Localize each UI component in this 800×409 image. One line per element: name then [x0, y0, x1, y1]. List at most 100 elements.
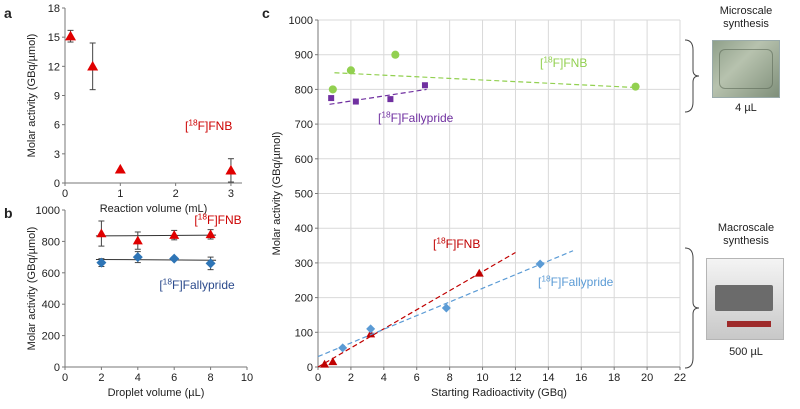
b-y-tick-label-4: 800: [42, 236, 60, 248]
b-point-0-3: [205, 229, 216, 239]
b-fallypride-label: [18F]Fallypride: [159, 276, 235, 292]
c-trend-3: [317, 250, 574, 358]
a-point-3: [225, 164, 237, 175]
a-panel-letter: a: [4, 5, 12, 21]
b-point-1-3: [205, 258, 216, 269]
b-y-tick-label-1: 200: [42, 331, 60, 343]
b-point-0-2: [169, 230, 180, 239]
a-y-label: Molar activity (GBq/µmol): [26, 34, 38, 158]
a-x-tick-label-2: 2: [173, 188, 179, 200]
a-y-tick-label-6: 18: [48, 3, 60, 15]
c-point-1-2: [387, 96, 394, 103]
c-x-label: Starting Radioactivity (GBq): [431, 387, 567, 399]
a-x-tick-label-1: 1: [117, 188, 123, 200]
b-y-tick-label-5: 1000: [36, 205, 60, 217]
c-x-tick-label-6: 12: [509, 372, 521, 384]
b-y-label: Molar activity (GBq/µmol): [26, 227, 38, 351]
b-y-tick-label-2: 400: [42, 299, 60, 311]
a-y-tick-label-5: 15: [48, 32, 60, 44]
a-x-tick-label-3: 3: [228, 188, 234, 200]
b-trend-1: [95, 258, 217, 261]
c-trend-0: [334, 72, 639, 89]
c-point-2-2: [366, 329, 376, 338]
c-point-1-3: [421, 82, 428, 89]
c-point-2-0: [320, 359, 330, 368]
c-point-3-3: [535, 259, 545, 269]
b-x-label: Droplet volume (µL): [108, 387, 205, 399]
a-series-label: [18F]FNB: [185, 117, 232, 133]
c-y-tick-label-4: 400: [295, 223, 313, 235]
c-x-tick-label-5: 10: [476, 372, 488, 384]
c-point-1-1: [352, 98, 359, 105]
b-point-0-1: [132, 235, 143, 245]
b-x-tick-label-2: 4: [135, 372, 141, 384]
a-point-2: [114, 163, 126, 174]
b-y-tick-label-0: 0: [54, 362, 60, 374]
micro-title: Microscale synthesis: [705, 5, 787, 31]
synthesizer-photo: [706, 258, 784, 340]
b-fnb-label: [18F]FNB: [194, 211, 241, 227]
c-fallypride-micro-label: [18F]Fallypride: [378, 109, 454, 125]
b-x-tick-label-0: 0: [62, 372, 68, 384]
micro-brace: [684, 39, 700, 113]
b-x-tick-label-5: 10: [241, 372, 253, 384]
micro-title-line1: Microscale: [719, 5, 773, 17]
c-y-tick-label-8: 800: [295, 84, 313, 96]
a-x-tick-label-0: 0: [62, 188, 68, 200]
c-point-0-0: [328, 85, 337, 94]
panel-c: 0 100 200 300 400 500 600 700 800 900 1000 0 2 4 6 8 10 1…: [262, 5, 686, 399]
macro-volume: 500 µL: [729, 346, 763, 358]
c-point-0-3: [631, 82, 640, 91]
a-y-tick-label-0: 0: [54, 178, 60, 190]
c-x-tick-label-8: 16: [575, 372, 587, 384]
c-y-tick-label-7: 700: [295, 119, 313, 131]
c-x-tick-label-3: 6: [414, 372, 420, 384]
c-x-tick-label-4: 8: [447, 372, 453, 384]
c-x-tick-label-10: 20: [641, 372, 653, 384]
c-fnb-macro-label: [18F]FNB: [433, 235, 480, 251]
c-point-2-1: [328, 357, 338, 366]
b-point-1-1: [132, 252, 143, 263]
a-y-tick-label-4: 12: [48, 61, 60, 73]
c-x-tick-label-9: 18: [608, 372, 620, 384]
c-panel-letter: c: [262, 5, 270, 21]
c-trend-2: [317, 251, 516, 368]
b-point-1-2: [169, 253, 180, 264]
c-x-tick-label-0: 0: [315, 372, 321, 384]
a-y-tick-label-1: 3: [54, 149, 60, 161]
c-y-tick-label-1: 100: [295, 327, 313, 339]
a-y-tick-label-3: 9: [54, 91, 60, 103]
c-point-2-3: [474, 268, 484, 277]
c-y-tick-label-9: 900: [295, 50, 313, 62]
c-x-tick-label-2: 4: [381, 372, 387, 384]
c-y-tick-label-0: 0: [307, 362, 313, 374]
b-x-tick-label-4: 8: [208, 372, 214, 384]
macro-title: Macroscale synthesis: [705, 222, 787, 248]
c-point-3-0: [338, 343, 348, 353]
macro-brace: [684, 247, 700, 369]
macro-title-line2: synthesis: [723, 235, 769, 247]
c-point-1-0: [328, 95, 335, 102]
c-y-tick-label-10: 1000: [289, 15, 313, 27]
c-trend-1: [329, 88, 427, 105]
c-x-tick-label-7: 14: [542, 372, 554, 384]
b-y-tick-label-3: 600: [42, 268, 60, 280]
a-y-tick-label-2: 6: [54, 120, 60, 132]
micro-title-line2: synthesis: [723, 18, 769, 30]
c-point-3-1: [366, 324, 376, 334]
c-y-tick-label-3: 300: [295, 258, 313, 270]
c-point-0-2: [391, 50, 400, 59]
microfluidic-chip-photo: [712, 40, 780, 98]
c-x-tick-label-11: 22: [674, 372, 686, 384]
c-y-label: Molar activity (GBq/µmol): [271, 132, 283, 256]
c-fnb-micro-label: [18F]FNB: [540, 54, 587, 70]
c-point-0-1: [346, 66, 355, 75]
c-fallypride-macro-label: [18F]Fallypride: [538, 273, 614, 289]
macro-title-line1: Macroscale: [717, 222, 775, 234]
braces: [684, 39, 700, 369]
b-point-0-0: [96, 228, 107, 238]
c-y-tick-label-6: 600: [295, 154, 313, 166]
a-x-label: Reaction volume (mL): [100, 203, 208, 215]
